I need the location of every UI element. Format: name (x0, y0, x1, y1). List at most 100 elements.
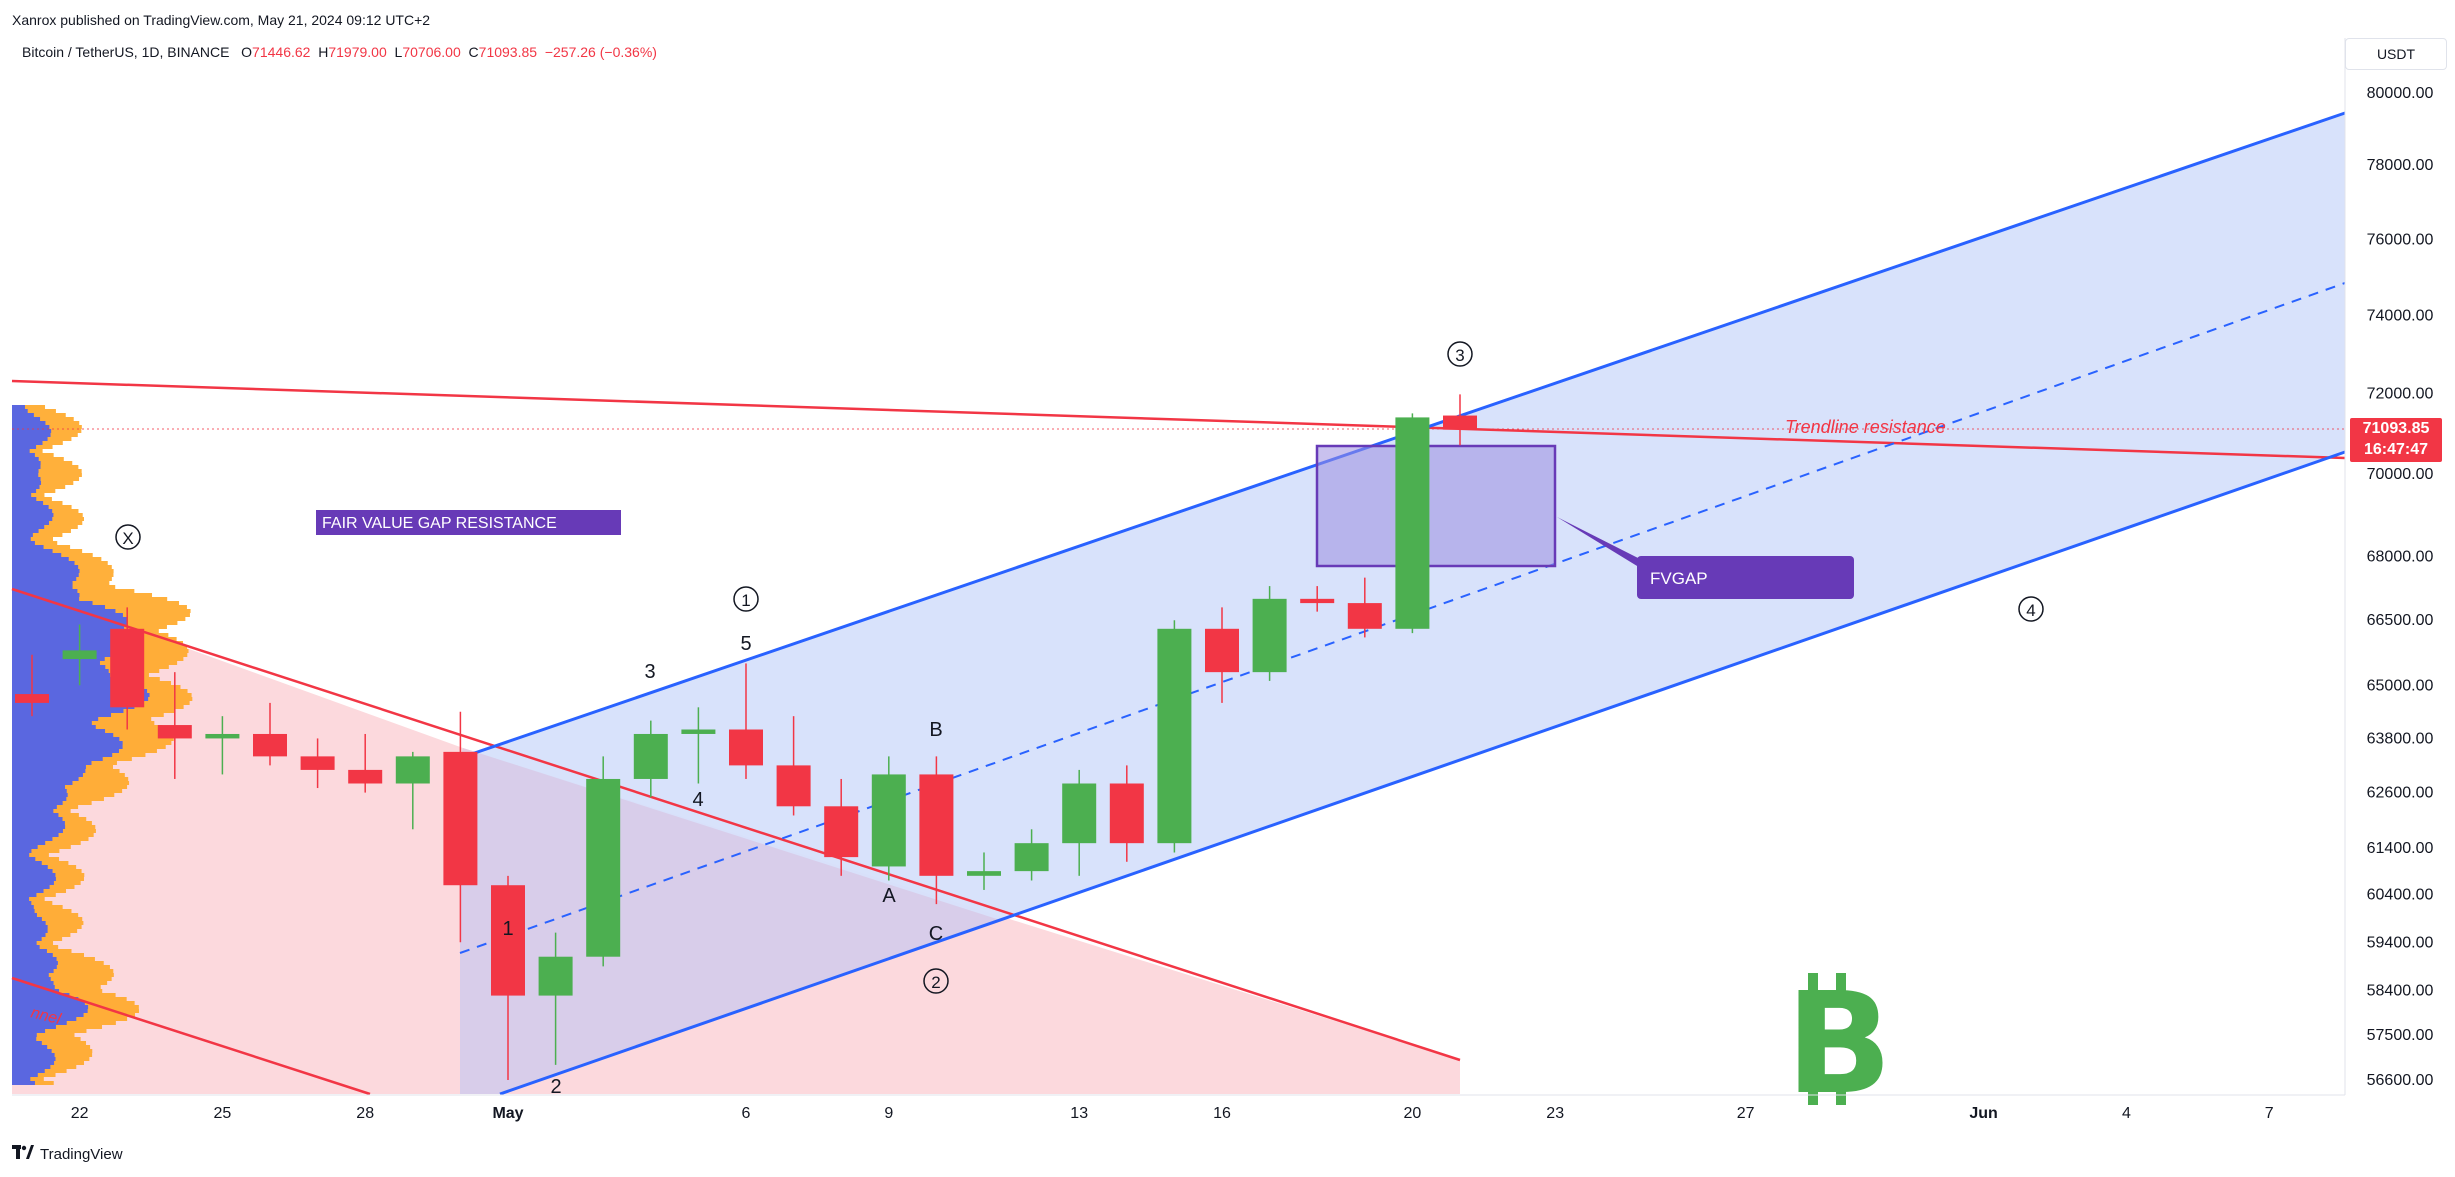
candle[interactable] (776, 716, 811, 816)
price-tick-label: 70000.00 (2367, 466, 2434, 483)
volume-bar (12, 613, 123, 617)
volume-bar (12, 929, 48, 933)
volume-bar (12, 977, 51, 981)
candle[interactable] (348, 733, 383, 793)
wave-c4-circle (2018, 596, 2044, 622)
volume-bar (12, 861, 42, 865)
candle-body (729, 729, 763, 766)
candle[interactable] (1014, 829, 1049, 881)
candle[interactable] (1300, 586, 1335, 612)
candle[interactable] (824, 778, 859, 876)
candle[interactable] (1157, 620, 1192, 853)
currency-selector[interactable]: USDT (2345, 38, 2447, 70)
trendline-resistance-label: Trendline resistance (1785, 417, 1946, 437)
volume-bar (12, 957, 57, 961)
volume-bar (12, 949, 47, 953)
fvgap-label: FVGAP (1650, 569, 1708, 588)
tradingview-logo-icon (12, 1145, 34, 1164)
volume-bar (12, 993, 70, 997)
time-axis[interactable]: 22 25 28 May 6 9 13 16 20 23 27 Jun 4 7 (71, 1105, 2274, 1122)
volume-bar (12, 913, 79, 917)
volume-bar (12, 849, 32, 853)
volume-bar (12, 797, 67, 801)
volume-bar (12, 529, 39, 533)
volume-bar (12, 1061, 55, 1065)
fvg-box[interactable] (1315, 444, 1557, 568)
volume-bar (12, 717, 99, 721)
candle[interactable] (1395, 413, 1430, 634)
volume-bar (12, 1033, 75, 1037)
price-axis[interactable]: 80000.00 78000.00 76000.00 74000.00 72000.00… (2367, 85, 2434, 1089)
candle[interactable] (967, 852, 1001, 890)
volume-bar (12, 921, 84, 925)
time-tick-label: 20 (1404, 1105, 1422, 1122)
wave-3: 3 (644, 661, 655, 683)
volume-bar (12, 1017, 77, 1021)
volume-bar (12, 1045, 91, 1049)
volume-bar (12, 977, 112, 981)
candle[interactable] (633, 720, 668, 798)
time-tick-label: 13 (1070, 1105, 1088, 1122)
wave-4: 4 (692, 789, 703, 811)
wave-2: 2 (550, 1076, 561, 1098)
volume-bar (12, 961, 58, 965)
candle[interactable] (1252, 586, 1287, 681)
price-tick-label: 80000.00 (2367, 85, 2434, 102)
volume-bar (12, 429, 52, 433)
volume-bar (12, 1041, 42, 1045)
candle[interactable] (538, 932, 573, 1065)
candle-body (62, 650, 97, 660)
volume-bar (12, 1037, 37, 1041)
candle[interactable] (491, 875, 525, 1080)
volume-bar (12, 805, 57, 809)
bitcoin-logo-icon: B (1786, 963, 1893, 1126)
time-tick-label: 25 (214, 1105, 232, 1122)
candle[interactable] (1443, 394, 1477, 446)
volume-bar (12, 1029, 87, 1033)
volume-bar (12, 857, 60, 861)
volume-bar (12, 981, 54, 985)
tradingview-footer[interactable]: TradingView (12, 1145, 123, 1164)
candle[interactable] (300, 738, 335, 789)
candle[interactable] (1109, 765, 1144, 862)
candle[interactable] (157, 672, 192, 779)
volume-bar (12, 945, 40, 949)
volume-bar (12, 637, 130, 641)
volume-bar (12, 773, 83, 777)
volume-bar (12, 481, 42, 485)
wave-x: X (122, 529, 133, 548)
fvgap-callout[interactable] (1637, 556, 1854, 599)
volume-bar (12, 477, 80, 481)
candle[interactable] (1347, 577, 1382, 638)
volume-bar (12, 409, 28, 413)
volume-bar (12, 1029, 46, 1033)
candle[interactable] (395, 751, 430, 830)
candle[interactable] (1062, 769, 1097, 876)
candle[interactable] (1205, 607, 1239, 703)
volume-bar (12, 973, 49, 977)
candle[interactable] (205, 716, 240, 775)
volume-bar (12, 845, 71, 849)
candle[interactable] (919, 756, 954, 905)
volume-bar (12, 953, 53, 957)
volume-bar (12, 497, 37, 501)
candle[interactable] (15, 654, 49, 717)
time-tick-label: 23 (1546, 1105, 1564, 1122)
candle[interactable] (871, 756, 906, 881)
candle[interactable] (729, 663, 763, 779)
candle[interactable] (110, 607, 145, 730)
candle-body (1443, 415, 1477, 430)
candle[interactable] (62, 624, 97, 686)
candle-body (110, 628, 145, 708)
volume-bar (12, 901, 53, 905)
fvg-resistance-box[interactable] (316, 510, 621, 535)
price-tick-label: 72000.00 (2367, 386, 2434, 403)
candle[interactable] (253, 702, 287, 766)
candle[interactable] (681, 707, 716, 784)
candle[interactable] (443, 711, 478, 943)
volume-bar (12, 681, 133, 685)
time-tick-label: Jun (1969, 1105, 1997, 1122)
volume-bar (12, 461, 73, 465)
candle[interactable] (586, 756, 621, 967)
